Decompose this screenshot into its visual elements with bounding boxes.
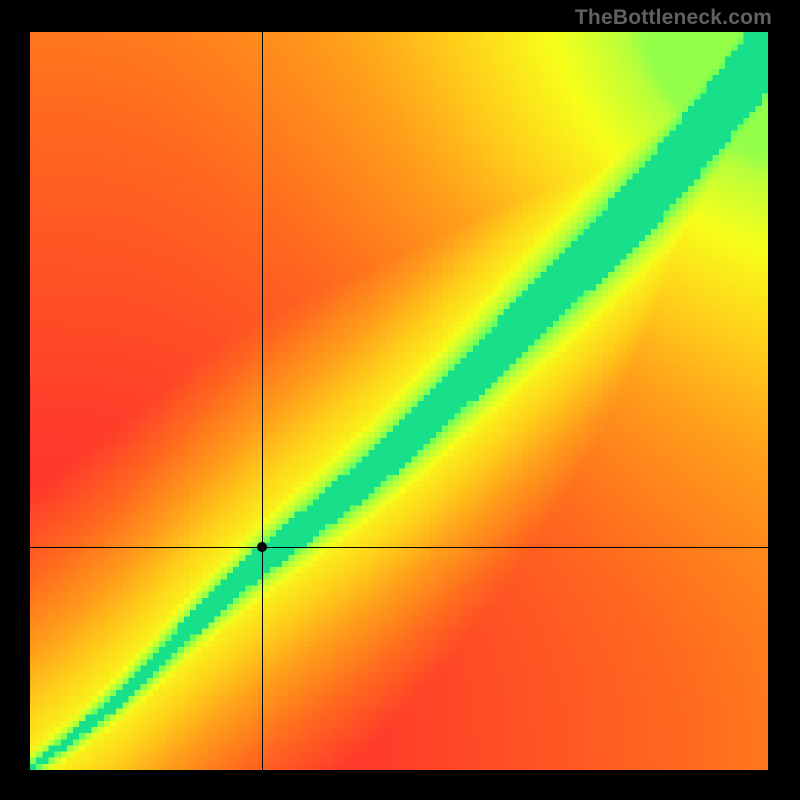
- stage: TheBottleneck.com: [0, 0, 800, 800]
- crosshair-vertical: [262, 32, 263, 770]
- watermark-text: TheBottleneck.com: [575, 6, 772, 30]
- bottleneck-heatmap: [30, 32, 768, 770]
- crosshair-horizontal: [30, 547, 768, 548]
